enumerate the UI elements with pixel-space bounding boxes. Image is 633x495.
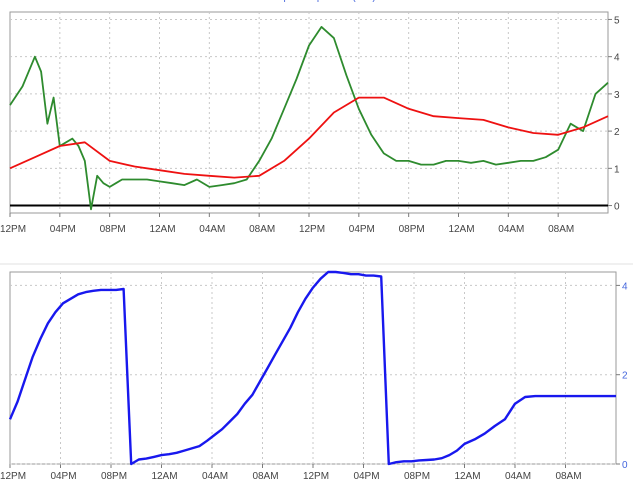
series-line-2-1 [8,270,616,466]
x-tick-label: 12PM [303,471,329,482]
x-tick-label: 08PM [100,224,126,235]
y-tick-label: 1 [614,164,620,175]
x-tick-label: 12PM [299,224,325,235]
x-tick-label: 12AM [448,224,474,235]
x-tick-label: 04AM [202,471,228,482]
x-tick-label: 04AM [505,471,531,482]
chart-panel-1: 12PM 04PM 08PM 12AM 04AM 08AM 12PM 04PM 08PM 12AM… [0,11,620,235]
series-line-1-2 [9,96,609,179]
x-tick-label: 12AM [149,224,175,235]
x-tick-label: 12PM [0,471,26,482]
y-tick-label: 4 [614,53,620,64]
x-tick-label: 12PM [0,224,26,235]
y-tick-label: 3 [614,90,620,101]
x-tick-label: 08AM [548,224,574,235]
y-tick-label: 2 [614,127,620,138]
x-tick-label: 04PM [50,224,76,235]
x-tick-label: 04AM [498,224,524,235]
chart-panel-2: 12PM 04PM 08PM 12AM 04AM 08AM 12PM 04PM 08PM 12AM… [0,0,628,482]
x-tick-label: 12AM [151,471,177,482]
y-tick-label: 2 [622,371,628,382]
x-tick-label: 12AM [454,471,480,482]
x-tick-label: 08PM [404,471,430,482]
y-tick-label: 5 [614,15,620,26]
x-tick-label: 04AM [199,224,225,235]
x-tick-label: 08AM [555,471,581,482]
x-tick-label: 04PM [353,471,379,482]
y-tick-label: 0 [614,202,620,213]
x-tick-label: 08PM [101,471,127,482]
x-tick-label: 04PM [50,471,76,482]
chart-title: Evapotranspiration (mm) [266,0,375,3]
series-line-1-1 [9,25,609,211]
x-tick-label: 08PM [399,224,425,235]
y-tick-label: 0 [622,460,628,471]
x-tick-label: 04PM [349,224,375,235]
y-tick-label: 4 [622,281,628,292]
x-tick-label: 08AM [249,224,275,235]
x-tick-label: 08AM [252,471,278,482]
